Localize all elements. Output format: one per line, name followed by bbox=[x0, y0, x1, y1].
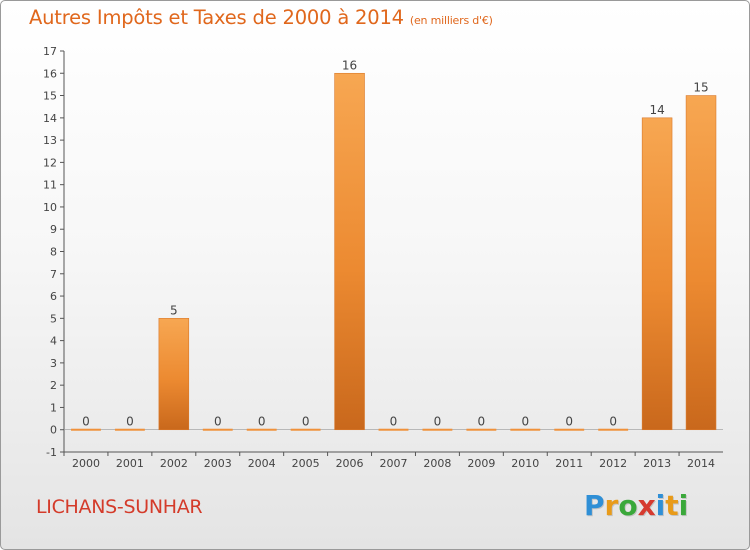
bar bbox=[641, 117, 673, 431]
x-tick-label: 2007 bbox=[380, 457, 408, 470]
y-tick-label: 15 bbox=[43, 90, 57, 103]
data-label: 0 bbox=[390, 415, 398, 429]
data-label: 0 bbox=[126, 415, 134, 429]
y-tick-label: 13 bbox=[43, 134, 57, 147]
chart-title: Autres Impôts et Taxes de 2000 à 2014 (en… bbox=[29, 6, 493, 29]
chart-subtitle: (en milliers d'€) bbox=[409, 14, 493, 27]
data-label: 0 bbox=[258, 415, 266, 429]
logo-letter: t bbox=[665, 489, 679, 522]
data-label: 0 bbox=[609, 415, 617, 429]
data-label: 14 bbox=[649, 103, 664, 117]
y-tick-label: 4 bbox=[50, 335, 57, 348]
y-tick-label: 7 bbox=[50, 268, 57, 281]
logo-letter: o bbox=[618, 489, 638, 522]
y-tick-label: 17 bbox=[43, 45, 57, 58]
logo-letter: i bbox=[678, 489, 689, 522]
data-label: 0 bbox=[214, 415, 222, 429]
data-label: 0 bbox=[82, 415, 90, 429]
y-tick-label: 0 bbox=[50, 424, 57, 437]
x-tick-label: 2005 bbox=[292, 457, 320, 470]
data-label: 0 bbox=[302, 415, 310, 429]
x-tick-label: 2008 bbox=[423, 457, 451, 470]
bar bbox=[71, 428, 101, 431]
data-label: 0 bbox=[521, 415, 529, 429]
x-tick-label: 2009 bbox=[467, 457, 495, 470]
bar bbox=[334, 72, 365, 431]
y-tick-label: 9 bbox=[50, 223, 57, 236]
y-tick-label: 8 bbox=[50, 246, 57, 259]
location-name: LICHANS-SUNHAR bbox=[36, 496, 203, 518]
data-label: 0 bbox=[565, 415, 573, 429]
bar bbox=[114, 428, 145, 431]
x-tick-label: 2011 bbox=[555, 457, 583, 470]
data-label: 16 bbox=[342, 58, 357, 72]
bar bbox=[290, 428, 321, 431]
bar bbox=[202, 428, 233, 431]
x-tick-label: 2001 bbox=[116, 457, 144, 470]
x-tick-label: 2004 bbox=[248, 457, 276, 470]
y-tick-label: 10 bbox=[43, 201, 57, 214]
bar bbox=[158, 318, 190, 431]
x-tick-label: 2002 bbox=[160, 457, 188, 470]
x-tick-label: 2000 bbox=[72, 457, 100, 470]
bar bbox=[510, 428, 541, 431]
data-label: 0 bbox=[478, 415, 486, 429]
x-tick-label: 2003 bbox=[204, 457, 232, 470]
y-tick-label: 11 bbox=[43, 179, 57, 192]
bar bbox=[554, 428, 585, 431]
x-tick-label: 2014 bbox=[687, 457, 715, 470]
bar bbox=[378, 428, 409, 431]
x-tick-label: 2010 bbox=[511, 457, 539, 470]
data-label: 0 bbox=[434, 415, 442, 429]
bar bbox=[422, 428, 453, 431]
data-label: 15 bbox=[693, 81, 708, 95]
y-tick-label: 3 bbox=[50, 357, 57, 370]
y-tick-label: -1 bbox=[46, 446, 57, 459]
bar bbox=[685, 95, 717, 431]
logo-letter: r bbox=[604, 489, 619, 522]
bar bbox=[246, 428, 277, 431]
y-tick-label: 1 bbox=[50, 401, 57, 414]
data-label: 5 bbox=[170, 303, 178, 317]
y-tick-label: 16 bbox=[43, 67, 57, 80]
y-tick-label: 14 bbox=[43, 112, 57, 125]
y-tick-label: 6 bbox=[50, 290, 57, 303]
logo-letter: P bbox=[584, 489, 605, 522]
title-text: Autres Impôts et Taxes de 2000 à 2014 bbox=[29, 6, 404, 29]
x-tick-label: 2006 bbox=[336, 457, 364, 470]
y-tick-label: 5 bbox=[50, 312, 57, 325]
x-tick-label: 2013 bbox=[643, 457, 671, 470]
bar bbox=[598, 428, 629, 431]
bar bbox=[466, 428, 497, 431]
proxiti-logo: Proxiti bbox=[584, 489, 688, 522]
logo-letter: i bbox=[655, 489, 666, 522]
logo-letter: x bbox=[637, 489, 656, 522]
x-tick-label: 2012 bbox=[599, 457, 627, 470]
y-tick-label: 2 bbox=[50, 379, 57, 392]
y-tick-label: 12 bbox=[43, 156, 57, 169]
